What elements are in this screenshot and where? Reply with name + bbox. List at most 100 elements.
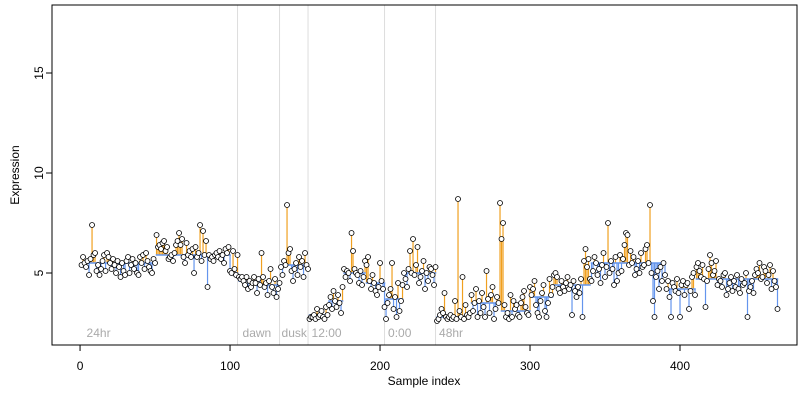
data-point [270, 290, 277, 296]
data-point [590, 268, 596, 274]
data-point [126, 270, 133, 276]
data-point [633, 266, 640, 272]
data-point [360, 274, 367, 280]
data-point [654, 268, 661, 274]
data-point [182, 260, 188, 266]
data-point [195, 250, 202, 256]
data-point [318, 308, 325, 314]
data-point [653, 274, 659, 280]
data-point [371, 280, 377, 286]
data-point [656, 286, 662, 292]
data-point [87, 256, 94, 262]
data-point [554, 274, 560, 280]
data-point [611, 282, 617, 288]
data-point [459, 274, 466, 280]
data-point [234, 252, 241, 258]
data-point [771, 278, 778, 284]
data-point [759, 274, 766, 280]
data-point [686, 306, 692, 312]
data-point [335, 292, 341, 298]
data-point [540, 282, 547, 288]
data-point [365, 254, 371, 260]
data-point [414, 244, 421, 250]
data-point [440, 310, 446, 316]
data-point [102, 268, 109, 274]
data-point [380, 286, 386, 292]
data-point [666, 294, 673, 300]
data-point [468, 292, 475, 298]
data-point [470, 308, 476, 314]
data-point [711, 268, 718, 274]
data-point [191, 270, 197, 276]
data-point [161, 238, 167, 244]
data-point [179, 236, 185, 242]
data-point [647, 202, 653, 208]
data-point [347, 278, 353, 284]
data-point [495, 300, 502, 306]
data-point [501, 302, 508, 308]
data-point [269, 284, 275, 290]
data-point [741, 280, 748, 286]
data-point [86, 272, 92, 278]
data-point [570, 278, 577, 284]
data-point [629, 260, 635, 266]
data-point [596, 266, 602, 272]
data-point [330, 288, 337, 294]
data-point [635, 258, 641, 264]
data-point [719, 284, 725, 290]
data-point [243, 274, 250, 280]
data-point [519, 294, 526, 300]
data-point [92, 250, 98, 256]
data-point [530, 286, 536, 292]
data-point [279, 272, 286, 278]
data-point [521, 288, 527, 294]
data-point [576, 290, 583, 296]
data-point [417, 274, 424, 280]
data-point [354, 272, 361, 278]
data-point [602, 274, 608, 280]
data-point [296, 254, 302, 260]
data-point [357, 268, 364, 274]
data-point [731, 278, 737, 284]
x-tick-label: 400 [670, 359, 690, 373]
data-point [491, 316, 497, 322]
data-point [588, 278, 595, 284]
data-point [650, 298, 656, 304]
data-point [690, 270, 697, 276]
data-point [170, 258, 176, 264]
data-point [749, 278, 755, 284]
data-point [164, 244, 170, 250]
data-point [290, 278, 296, 284]
data-point [171, 250, 178, 256]
data-point [488, 292, 494, 298]
data-point [692, 292, 698, 298]
data-point [674, 276, 680, 282]
data-point [149, 270, 155, 276]
data-point [153, 232, 160, 238]
data-point [273, 294, 280, 300]
data-point [578, 276, 584, 282]
data-point [387, 286, 394, 292]
data-point [339, 284, 346, 290]
data-point [537, 298, 544, 304]
data-point [473, 286, 479, 292]
data-point [705, 266, 712, 272]
data-point [722, 270, 728, 276]
data-point [425, 278, 431, 284]
data-point [264, 292, 271, 298]
data-point [302, 250, 308, 256]
data-point [333, 304, 340, 310]
data-point [200, 228, 206, 234]
data-point [651, 314, 658, 320]
data-point [606, 270, 613, 276]
data-point [198, 258, 205, 264]
data-point [638, 250, 644, 256]
data-point [96, 272, 103, 278]
data-point [539, 290, 545, 296]
data-point [204, 284, 211, 290]
data-point [734, 272, 740, 278]
data-point [516, 314, 523, 320]
data-point [489, 284, 496, 290]
data-point [410, 236, 416, 242]
data-point [573, 294, 580, 300]
